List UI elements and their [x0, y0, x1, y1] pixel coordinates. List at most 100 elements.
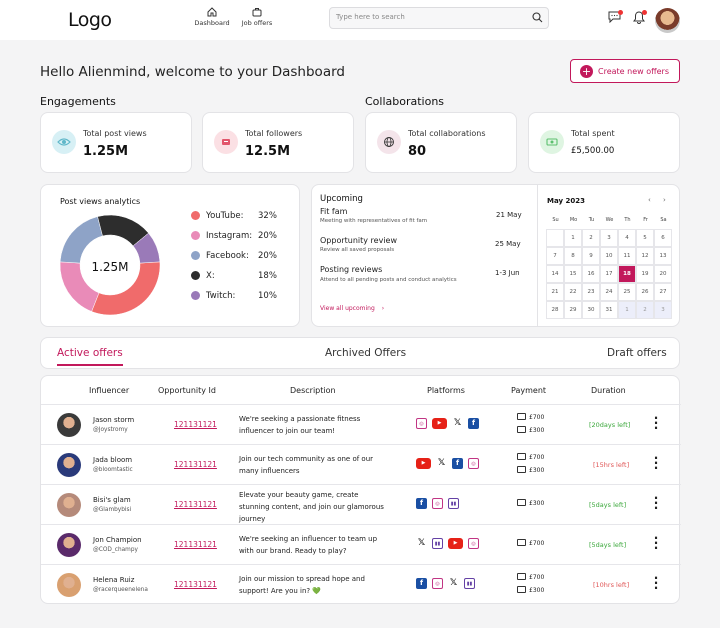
header-duration: Duration [591, 386, 626, 395]
calendar-day[interactable]: 5 [636, 229, 654, 247]
calendar-day[interactable]: 6 [654, 229, 672, 247]
calendar-day[interactable]: 25 [618, 283, 636, 301]
calendar-day[interactable]: 3 [654, 301, 672, 319]
stat-card-collaborations: Total collaborations 80 [365, 112, 517, 173]
calendar-prev-icon[interactable]: ‹ [648, 196, 651, 204]
table-row[interactable]: Jada bloom @bloomtastic 121131121 Join o… [41, 444, 681, 484]
offer-description: We're seeking a passionate fitness influ… [239, 415, 361, 435]
x-icon[interactable]: 𝕏 [448, 578, 459, 589]
x-icon[interactable]: 𝕏 [452, 418, 463, 429]
youtube-icon[interactable]: ▶ [416, 458, 431, 469]
opportunity-id-link[interactable]: 121131121 [174, 540, 217, 549]
calendar-day[interactable]: 29 [564, 301, 582, 319]
calendar-day[interactable]: 31 [600, 301, 618, 319]
engagements-title: Engagements [40, 95, 116, 108]
calendar-next-icon[interactable]: › [663, 196, 666, 204]
nav-dashboard[interactable]: Dashboard [192, 7, 232, 27]
opportunity-id-link[interactable]: 121131121 [174, 580, 217, 589]
table-row[interactable]: Bisi's glam @Glambybisi 121131121 Elevat… [41, 484, 681, 524]
facebook-icon[interactable]: f [452, 458, 463, 469]
calendar-day[interactable]: 22 [564, 283, 582, 301]
event-name[interactable]: Posting reviews [320, 265, 383, 274]
calendar-day[interactable]: 15 [564, 265, 582, 283]
duration-badge: [5days left] [589, 501, 627, 509]
tab-draft-offers[interactable]: Draft offers [607, 347, 667, 359]
calendar-day[interactable]: 12 [636, 247, 654, 265]
calendar-day[interactable]: 30 [582, 301, 600, 319]
view-all-upcoming-link[interactable]: View all upcoming › [320, 305, 384, 312]
opportunity-id-link[interactable]: 121131121 [174, 460, 217, 469]
divider [537, 185, 538, 326]
header-description: Description [290, 386, 336, 395]
twitch-icon[interactable]: ▮▮ [448, 498, 459, 509]
calendar-day[interactable]: 4 [618, 229, 636, 247]
instagram-icon[interactable]: ◎ [468, 458, 479, 469]
search-input[interactable]: Type here to search [329, 7, 549, 29]
calendar-day[interactable]: 7 [546, 247, 564, 265]
calendar-day[interactable]: 9 [582, 247, 600, 265]
table-row[interactable]: Jon Champion @COD_champy 121131121 We're… [41, 524, 681, 564]
facebook-icon[interactable]: f [416, 578, 427, 589]
calendar-day[interactable]: 27 [654, 283, 672, 301]
instagram-icon[interactable]: ◎ [416, 418, 427, 429]
collaborations-title: Collaborations [365, 95, 445, 108]
event-name[interactable]: Fit fam [320, 207, 348, 216]
instagram-icon[interactable]: ◎ [432, 498, 443, 509]
twitch-icon[interactable]: ▮▮ [432, 538, 443, 549]
more-options-icon[interactable]: · · · [653, 411, 659, 435]
calendar-day[interactable]: 23 [582, 283, 600, 301]
opportunity-id-link[interactable]: 121131121 [174, 420, 217, 429]
calendar-day[interactable] [546, 229, 564, 247]
calendar-day[interactable]: 1 [564, 229, 582, 247]
facebook-icon[interactable]: f [416, 498, 427, 509]
instagram-icon[interactable]: ◎ [432, 578, 443, 589]
calendar-day[interactable]: 14 [546, 265, 564, 283]
calendar-day[interactable]: 11 [618, 247, 636, 265]
opportunity-id-link[interactable]: 121131121 [174, 500, 217, 509]
logo[interactable]: Logo [68, 9, 112, 31]
table-row[interactable]: Helena Ruiz @racerqueenelena 121131121 J… [41, 564, 681, 604]
stat-value: 80 [408, 144, 427, 159]
twitch-icon[interactable]: ▮▮ [464, 578, 475, 589]
more-options-icon[interactable]: · · · [653, 571, 659, 595]
calendar-day[interactable]: 28 [546, 301, 564, 319]
x-icon[interactable]: 𝕏 [416, 538, 427, 549]
calendar-day[interactable]: 20 [654, 265, 672, 283]
nav-job-offers[interactable]: Job offers [237, 7, 277, 27]
calendar-day[interactable]: 10 [600, 247, 618, 265]
create-offer-button[interactable]: + Create new offers [570, 59, 680, 83]
tab-active-offers[interactable]: Active offers [57, 347, 123, 359]
calendar-day[interactable]: 17 [600, 265, 618, 283]
table-row[interactable]: Jason storm @Joystromy 121131121 We're s… [41, 404, 681, 444]
calendar-day[interactable]: 24 [600, 283, 618, 301]
search-icon[interactable] [532, 12, 543, 23]
youtube-icon[interactable]: ▶ [448, 538, 463, 549]
calendar-day[interactable]: 26 [636, 283, 654, 301]
more-options-icon[interactable]: · · · [653, 451, 659, 475]
youtube-icon[interactable]: ▶ [432, 418, 447, 429]
calendar-day[interactable]: 21 [546, 283, 564, 301]
facebook-icon[interactable]: f [468, 418, 479, 429]
analytics-title: Post views analytics [60, 197, 141, 206]
more-options-icon[interactable]: · · · [653, 491, 659, 515]
bell-icon[interactable] [633, 11, 645, 24]
calendar-day[interactable]: 19 [636, 265, 654, 283]
user-avatar[interactable] [655, 8, 680, 33]
event-subtitle: Meeting with representatives of fit fam [320, 218, 428, 224]
calendar-day[interactable]: 2 [636, 301, 654, 319]
calendar-day[interactable]: 8 [564, 247, 582, 265]
calendar-day[interactable]: 18 [618, 265, 636, 283]
calendar-day[interactable]: 2 [582, 229, 600, 247]
calendar-day[interactable]: 13 [654, 247, 672, 265]
legend-pct: 10% [258, 291, 277, 301]
more-options-icon[interactable]: · · · [653, 531, 659, 555]
calendar-month: May 2023 [547, 197, 585, 205]
header-opportunity-id: Opportunity Id [158, 386, 216, 395]
calendar-day[interactable]: 3 [600, 229, 618, 247]
calendar-day[interactable]: 16 [582, 265, 600, 283]
calendar-day[interactable]: 1 [618, 301, 636, 319]
instagram-icon[interactable]: ◎ [468, 538, 479, 549]
x-icon[interactable]: 𝕏 [436, 458, 447, 469]
event-name[interactable]: Opportunity review [320, 236, 398, 245]
tab-archived-offers[interactable]: Archived Offers [325, 347, 407, 359]
